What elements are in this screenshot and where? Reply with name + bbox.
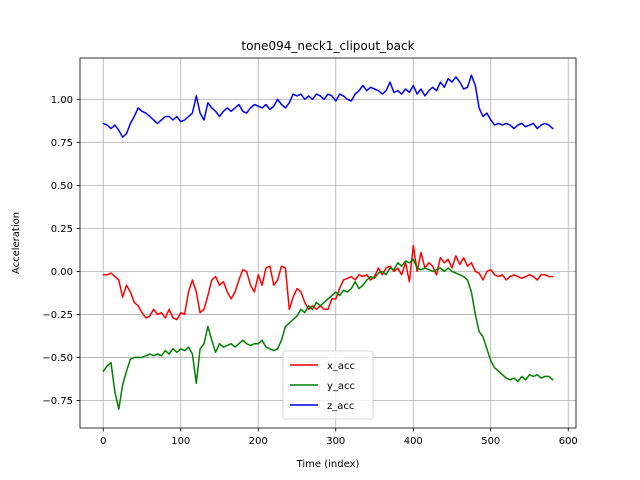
legend: x_acc y_acc z_acc (282, 350, 374, 420)
y-tick-label: 0.00 (51, 267, 73, 278)
x-tick-label: 200 (249, 436, 268, 447)
y-tick-label: 1.00 (51, 95, 73, 106)
legend-label-z-acc: z_acc (327, 401, 354, 412)
y-tick-label: 0.75 (51, 138, 73, 149)
legend-box (282, 350, 374, 420)
series-line-x-acc (102, 244, 554, 321)
plot-frame (79, 57, 577, 429)
chart-title: tone094_neck1_clipout_back (241, 39, 414, 53)
series-line-y-acc (102, 258, 554, 410)
y-tick-label: −0.50 (42, 353, 73, 364)
series-line-z-acc (102, 74, 554, 138)
x-axis-label: Time (index) (296, 459, 360, 470)
legend-label-y-acc: y_acc (327, 381, 355, 392)
y-tick-label: 0.50 (51, 181, 73, 192)
y-tick-label: 0.25 (51, 224, 73, 235)
y-tick-label: −0.25 (42, 310, 73, 321)
x-tick-label: 600 (559, 436, 578, 447)
y-tick-label: −0.75 (42, 396, 73, 407)
grid-lines (80, 58, 576, 428)
x-tick-label: 0 (100, 436, 106, 447)
x-tick-label: 100 (171, 436, 190, 447)
y-axis-label: Acceleration (11, 212, 22, 274)
axis-ticks: 0 100 200 300 400 500 600 −0.75 −0.50 −0.25 0.00 0.… (42, 95, 577, 447)
plot-series (102, 74, 554, 410)
legend-label-x-acc: x_acc (327, 361, 355, 372)
x-tick-label: 400 (404, 436, 423, 447)
x-tick-label: 500 (481, 436, 500, 447)
x-tick-label: 300 (326, 436, 345, 447)
